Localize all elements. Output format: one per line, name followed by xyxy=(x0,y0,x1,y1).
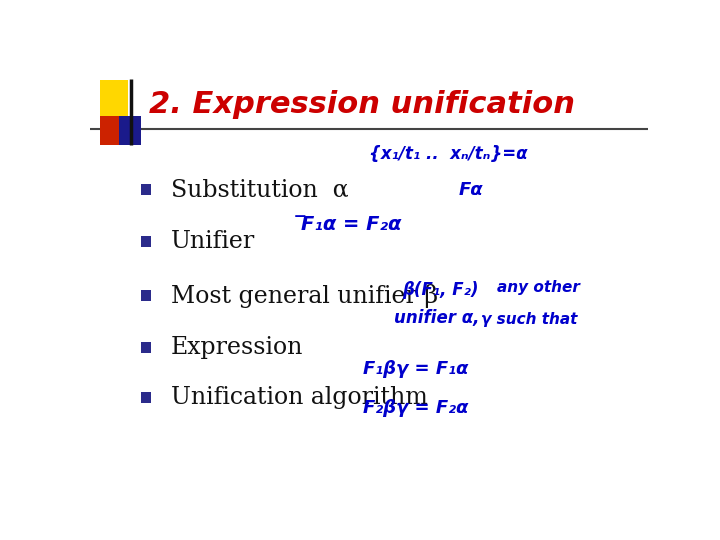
Text: F₂βγ = F₂α: F₂βγ = F₂α xyxy=(364,399,469,417)
Text: Fα: Fα xyxy=(459,180,483,199)
FancyBboxPatch shape xyxy=(141,290,150,301)
Text: Unifier: Unifier xyxy=(171,230,255,253)
FancyBboxPatch shape xyxy=(100,116,122,145)
Text: Most general unifier β: Most general unifier β xyxy=(171,284,438,308)
Text: Expression: Expression xyxy=(171,336,303,359)
FancyBboxPatch shape xyxy=(141,184,150,195)
FancyBboxPatch shape xyxy=(141,392,150,403)
Text: 2. Expression unification: 2. Expression unification xyxy=(148,90,575,119)
FancyBboxPatch shape xyxy=(119,116,141,145)
Text: unifier α,: unifier α, xyxy=(394,309,480,327)
Text: Substitution  α: Substitution α xyxy=(171,178,348,201)
Text: F₁βγ = F₁α: F₁βγ = F₁α xyxy=(364,360,469,378)
Text: ̅F₁α = F₂α: ̅F₁α = F₂α xyxy=(302,215,402,234)
Text: {x₁/t₁ ..  xₙ/tₙ}=α: {x₁/t₁ .. xₙ/tₙ}=α xyxy=(369,145,528,163)
Text: any other: any other xyxy=(498,280,580,295)
FancyBboxPatch shape xyxy=(100,80,128,116)
FancyBboxPatch shape xyxy=(141,235,150,247)
Text: γ such that: γ such that xyxy=(481,312,577,327)
FancyBboxPatch shape xyxy=(141,342,150,353)
Text: Unification algorithm: Unification algorithm xyxy=(171,386,428,409)
Text: β(F₁, F₂): β(F₁, F₂) xyxy=(402,281,479,299)
